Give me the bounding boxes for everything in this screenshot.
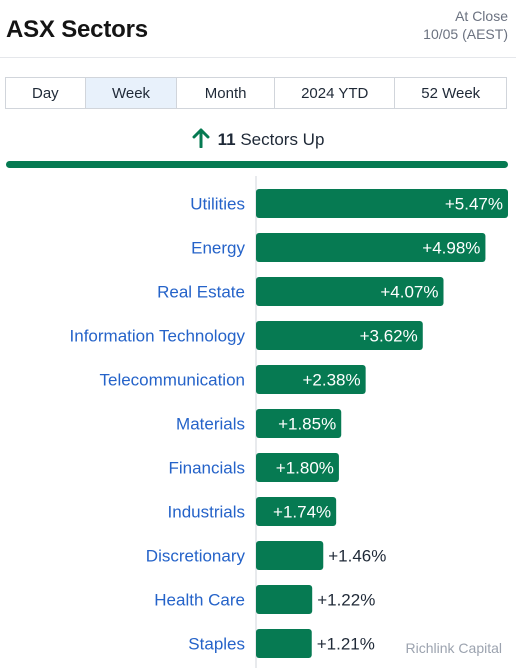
tab-day[interactable]: Day	[6, 78, 86, 108]
sector-bar	[256, 321, 423, 350]
tab-52-week[interactable]: 52 Week	[421, 84, 481, 102]
summary-bar	[6, 161, 508, 168]
category-label: Energy	[191, 239, 245, 258]
category-label: Financials	[168, 459, 245, 478]
status-line: At Close	[455, 8, 508, 24]
header-divider	[0, 57, 516, 58]
sector-bar	[256, 629, 312, 658]
sector-bar	[256, 585, 313, 614]
category-label: Information Technology	[70, 327, 246, 346]
tab-2024-ytd[interactable]: 2024 YTD	[275, 78, 396, 108]
sector-bar	[256, 277, 444, 306]
category-label: Staples	[188, 635, 245, 654]
sector-bar	[256, 365, 366, 394]
market-status: At Close 10/05 (AEST)	[423, 7, 508, 43]
value-label: +3.62%	[360, 327, 418, 346]
sector-bar	[256, 233, 486, 262]
tab-month[interactable]: Month	[177, 78, 275, 108]
watermark: Richlink Capital	[405, 640, 502, 656]
category-label: Discretionary	[146, 547, 246, 566]
category-label: Industrials	[168, 503, 245, 522]
category-label: Utilities	[190, 195, 245, 214]
sectors-summary: 11 Sectors Up	[0, 128, 516, 153]
tab-week[interactable]: Week	[85, 78, 178, 108]
header: ASX Sectors At Close 10/05 (AEST)	[0, 0, 516, 60]
value-label: +1.22%	[317, 591, 375, 610]
sector-bar-chart: Utilities +5.47% Energy +4.98% Real Estate +4…	[70, 176, 508, 668]
value-label: +4.07%	[380, 283, 438, 302]
sectors-up-count: 11	[217, 129, 236, 149]
status-date: 10/05 (AEST)	[423, 26, 508, 42]
category-label: Health Care	[154, 591, 245, 610]
arrow-up-icon	[192, 128, 210, 153]
category-label: Telecommunication	[99, 371, 245, 390]
sectors-up-text: Sectors Up	[240, 129, 325, 149]
value-label: +4.98%	[422, 239, 480, 258]
page-title: ASX Sectors	[6, 16, 148, 43]
category-label: Real Estate	[157, 283, 245, 302]
sector-bar	[256, 541, 324, 570]
sector-bar	[256, 453, 339, 482]
value-label: +1.74%	[273, 503, 331, 522]
value-label: +1.46%	[328, 547, 386, 566]
period-tabs: Day Week Month 2024 YTD 52 Week	[5, 77, 507, 109]
value-label: +1.80%	[276, 459, 334, 478]
value-label: +5.47%	[445, 195, 503, 214]
sector-bar	[256, 409, 342, 438]
category-label: Materials	[176, 415, 245, 434]
sector-bar	[256, 497, 337, 526]
value-label: +1.85%	[278, 415, 336, 434]
sector-bar	[256, 189, 508, 218]
value-label: +2.38%	[303, 371, 361, 390]
value-label: +1.21%	[317, 635, 375, 654]
